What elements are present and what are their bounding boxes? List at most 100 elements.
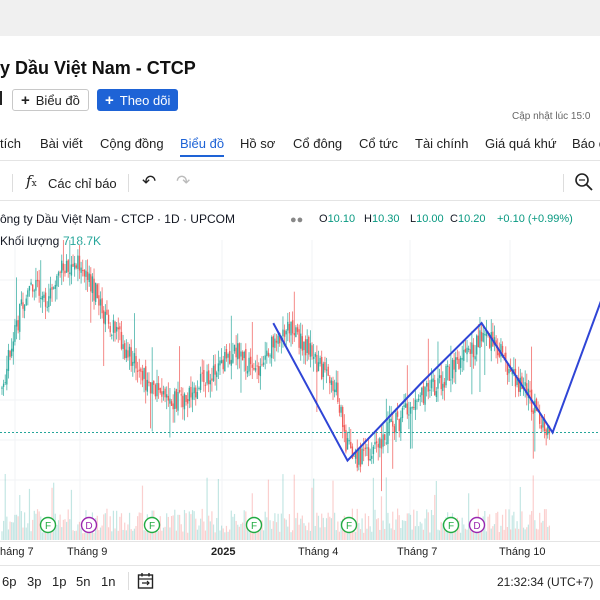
candle-body <box>4 382 6 384</box>
volume-bar <box>272 521 274 540</box>
volume-bar <box>516 521 518 540</box>
timeframe-1p[interactable]: 1p <box>52 574 67 589</box>
volume-bar <box>188 511 190 540</box>
volume-bar <box>476 531 478 540</box>
timeframe-1n[interactable]: 1n <box>101 574 116 589</box>
volume-bar <box>518 528 520 540</box>
candle-body <box>44 292 47 307</box>
candle-body <box>270 337 273 359</box>
tab-chart[interactable]: Biểu đồ <box>180 136 225 151</box>
visibility-icon[interactable]: ●● <box>290 214 304 226</box>
volume-bar <box>306 530 308 540</box>
tab-financials[interactable]: Tài chính <box>415 136 469 151</box>
candle-body <box>424 387 426 405</box>
candle-body <box>101 298 103 314</box>
tab-posts[interactable]: Bài viết <box>40 136 83 151</box>
candle-body <box>414 399 417 411</box>
candle-body <box>241 351 244 361</box>
candle-body <box>266 350 268 357</box>
candle-body <box>427 382 429 392</box>
volume-bar <box>214 532 216 540</box>
plus-icon: + <box>21 91 30 109</box>
volume-bar <box>72 530 74 540</box>
tab-reports[interactable]: Báo c <box>572 136 600 151</box>
tab-shareholders[interactable]: Cổ đông <box>293 136 343 151</box>
candle-body <box>149 382 152 394</box>
candle-body <box>212 365 215 381</box>
tab-profile[interactable]: Hồ sơ <box>240 136 276 151</box>
high-value: 10.30 <box>371 213 400 225</box>
tab-analysis[interactable]: tích <box>0 136 21 151</box>
volume-bar <box>75 530 77 540</box>
candle-body <box>461 358 463 360</box>
timeframe-5n[interactable]: 5n <box>76 574 91 589</box>
candle-body <box>140 368 142 372</box>
volume-bar <box>74 531 76 540</box>
volume-bar <box>380 496 383 540</box>
volume-bar <box>358 523 360 540</box>
volume-bar <box>427 512 429 540</box>
volume-bar <box>468 493 470 540</box>
candle-body <box>314 353 316 357</box>
candle-body <box>243 351 245 359</box>
volume-bar <box>537 529 539 540</box>
candle-body <box>120 331 123 349</box>
follow-button[interactable]: + Theo dõi <box>97 89 179 111</box>
volume-bar <box>22 527 24 540</box>
volume-bar <box>243 510 245 540</box>
volume-bar <box>395 519 397 540</box>
candle-body <box>159 387 161 393</box>
volume-bar <box>246 526 249 540</box>
undo-icon[interactable]: ↶ <box>142 172 157 191</box>
candle-body <box>56 275 58 287</box>
timeframe-3p[interactable]: 3p <box>27 574 42 589</box>
marker-label: F <box>45 521 51 532</box>
date-range-icon[interactable] <box>137 572 155 595</box>
candle-body <box>115 326 118 332</box>
candle-body <box>403 405 405 407</box>
indicators-icon[interactable]: fx <box>26 172 37 190</box>
volume-bar <box>309 530 312 540</box>
zoom-icon[interactable] <box>574 172 594 197</box>
candle-body <box>169 398 171 404</box>
timeframe-6p[interactable]: 6p <box>2 574 17 589</box>
candle-body <box>495 340 497 347</box>
candle-body <box>354 450 357 459</box>
candle-body <box>225 349 228 359</box>
tab-price-history[interactable]: Giá quá khứ <box>485 136 557 151</box>
candle-body <box>456 357 459 360</box>
volume-bar <box>442 523 444 540</box>
volume-bar <box>419 521 421 540</box>
candle-body <box>31 284 34 292</box>
candle-body <box>548 425 551 434</box>
candle-body <box>519 377 522 393</box>
volume-bar <box>83 532 85 540</box>
volume-bar <box>122 529 124 540</box>
volume-bar <box>369 526 371 540</box>
volume-bar <box>505 509 507 540</box>
tab-community[interactable]: Cộng đồng <box>100 136 164 151</box>
chart-button[interactable]: + Biểu đồ <box>12 89 89 111</box>
volume-bar <box>382 520 384 540</box>
redo-icon[interactable]: ↷ <box>176 172 191 191</box>
candle-body <box>472 344 475 358</box>
candle-body <box>51 286 53 290</box>
x-axis-label: Tháng 4 <box>298 546 339 558</box>
candle-body <box>430 379 433 389</box>
volume-bar <box>206 477 208 540</box>
candle-body <box>476 335 478 355</box>
volume-bar <box>24 512 26 540</box>
candle-body <box>351 446 354 459</box>
tab-dividends[interactable]: Cổ tức <box>359 136 399 151</box>
candle-body <box>227 353 229 358</box>
candle-body <box>67 260 69 272</box>
candle-body <box>204 384 207 386</box>
indicators-button[interactable]: Các chỉ báo <box>48 176 117 191</box>
volume-bar <box>261 520 263 540</box>
candle-body <box>93 278 95 301</box>
volume-bar <box>334 512 336 540</box>
volume-bar <box>534 520 536 540</box>
candle-body <box>450 379 452 381</box>
candle-body <box>240 351 242 357</box>
